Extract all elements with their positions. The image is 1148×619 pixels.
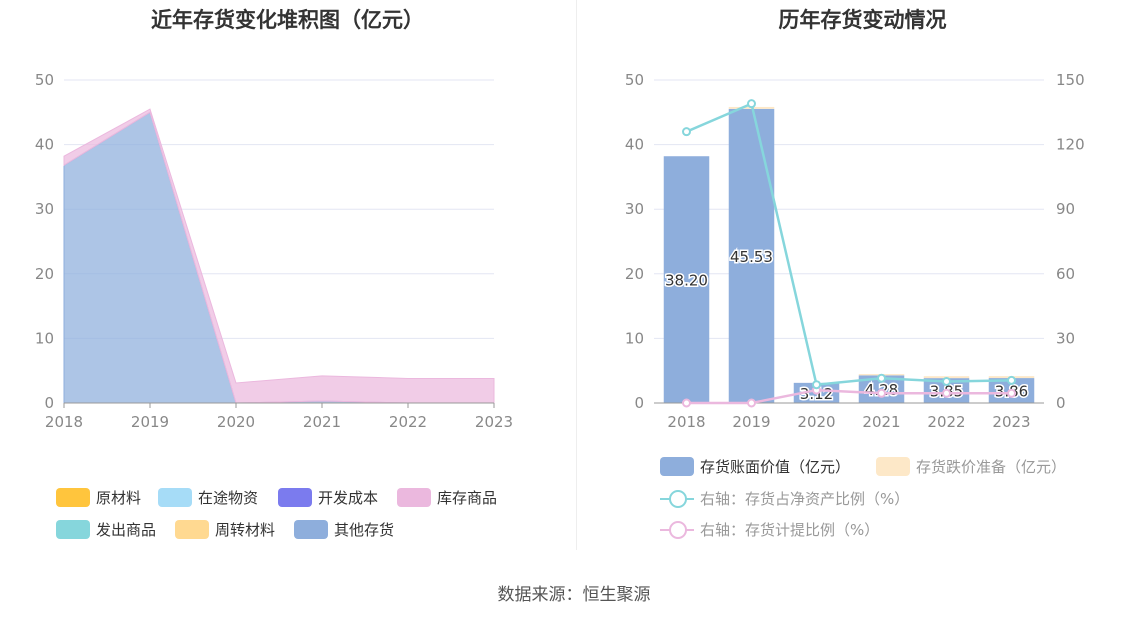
- y-left-tick-label: 30: [625, 200, 644, 218]
- y-right-tick-label: 150: [1056, 71, 1085, 89]
- x-tick-label: 2020: [797, 413, 835, 431]
- legend-swatch: [56, 488, 90, 507]
- legend-item-provision-ratio[interactable]: 右轴：存货计提比例（%）: [660, 519, 879, 540]
- legend-line-swatch: [660, 489, 694, 508]
- left-chart-title: 近年存货变化堆积图（亿元）: [151, 8, 424, 32]
- y-tick-label: 50: [35, 71, 54, 89]
- legend-swatch: [278, 488, 312, 507]
- legend-label: 存货账面价值（亿元）: [700, 458, 851, 476]
- left-legend: 原材料 在途物资 开发成本 库存商品 发出商品 周转材料 其他存货: [0, 0, 575, 550]
- x-tick-label: 2019: [732, 413, 770, 431]
- y-tick-label: 10: [35, 329, 54, 347]
- y-tick-label: 30: [35, 200, 54, 218]
- x-tick-label: 2018: [45, 413, 83, 431]
- y-tick-label: 20: [35, 265, 54, 283]
- legend-item-other-inventory[interactable]: 其他存货: [294, 519, 394, 540]
- legend-label: 库存商品: [437, 489, 498, 507]
- x-tick-label: 2021: [862, 413, 900, 431]
- legend-item-turnover-materials[interactable]: 周转材料: [175, 519, 275, 540]
- line-point: [1007, 388, 1016, 398]
- legend-item-inventory-goods[interactable]: 库存商品: [397, 487, 497, 508]
- y-right-tick-label: 30: [1056, 329, 1075, 347]
- legend-label: 存货跌价准备（亿元）: [916, 458, 1067, 476]
- legend-item-impairment[interactable]: 存货跌价准备（亿元）: [876, 456, 1066, 477]
- y-right-tick-label: 90: [1056, 200, 1075, 218]
- legend-label: 右轴：存货占净资产比例（%）: [700, 490, 910, 508]
- stacked-area-chart: 0 10 20 30 40 50 2018 2019 2020 2021 2022 2023: [35, 71, 513, 431]
- left-chart-panel: 近年存货变化堆积图（亿元） 0 10 20 30 40 50 2018 2019 2020 202…: [0, 0, 575, 550]
- line-point: [942, 376, 951, 386]
- y-left-tick-label: 10: [625, 329, 644, 347]
- legend-swatch: [56, 520, 90, 539]
- legend-swatch: [660, 457, 694, 476]
- line-point: [682, 398, 691, 408]
- x-tick-label: 2019: [131, 413, 169, 431]
- line-point: [682, 127, 691, 137]
- line-series: [686, 388, 1012, 405]
- legend-item-book-value[interactable]: 存货账面价值（亿元）: [660, 456, 850, 477]
- panel-divider: [576, 0, 577, 550]
- y-left-tick-label: 20: [625, 265, 644, 283]
- line-point: [747, 398, 756, 408]
- y-tick-label: 0: [44, 394, 54, 412]
- legend-swatch: [158, 488, 192, 507]
- legend-item-development-cost[interactable]: 开发成本: [278, 487, 378, 508]
- y-right-tick-label: 60: [1056, 265, 1075, 283]
- right-chart-panel: 历年存货变动情况 0 10 20 30 40 50 0 30 60 90 120 150 38.20 45…: [577, 0, 1148, 550]
- x-tick-label: 2022: [389, 413, 427, 431]
- line-point: [747, 99, 756, 109]
- legend-label: 发出商品: [96, 521, 157, 539]
- legend-swatch: [294, 520, 328, 539]
- bar-value-label: 45.53: [730, 248, 773, 266]
- legend-label: 右轴：存货计提比例（%）: [700, 521, 880, 539]
- legend-label: 在途物资: [198, 489, 259, 507]
- x-tick-label: 2021: [303, 413, 341, 431]
- line-series: [686, 101, 1012, 387]
- bar: [728, 108, 775, 404]
- x-tick-label: 2020: [217, 413, 255, 431]
- legend-label: 原材料: [96, 489, 142, 507]
- line-point: [877, 373, 886, 383]
- x-tick-label: 2023: [992, 413, 1030, 431]
- legend-swatch: [876, 457, 910, 476]
- y-left-tick-label: 40: [625, 136, 644, 154]
- legend-label: 周转材料: [215, 521, 276, 539]
- legend-label: 其他存货: [334, 521, 395, 539]
- x-tick-label: 2022: [927, 413, 965, 431]
- legend-item-raw-materials[interactable]: 原材料: [56, 487, 141, 508]
- legend-line-swatch: [660, 520, 694, 539]
- legend-swatch: [397, 488, 431, 507]
- y-right-tick-label: 120: [1056, 136, 1085, 154]
- legend-label: 开发成本: [318, 489, 379, 507]
- bar: [663, 156, 710, 403]
- right-chart-title: 历年存货变动情况: [778, 8, 947, 32]
- legend-swatch: [175, 520, 209, 539]
- x-tick-label: 2018: [667, 413, 705, 431]
- y-left-tick-label: 50: [625, 71, 644, 89]
- data-source: 数据来源：恒生聚源: [497, 585, 651, 605]
- legend-item-goods-shipped[interactable]: 发出商品: [56, 519, 156, 540]
- line-point: [877, 388, 886, 398]
- line-point: [942, 388, 951, 398]
- y-left-tick-label: 0: [634, 394, 644, 412]
- y-tick-label: 40: [35, 136, 54, 154]
- x-tick-label: 2023: [475, 413, 513, 431]
- bar-value-label: 38.20: [665, 272, 708, 290]
- right-legend: 存货账面价值（亿元） 存货跌价准备（亿元） 右轴：存货占净资产比例（%） 右轴：…: [577, 0, 1148, 550]
- line-point: [1007, 375, 1016, 385]
- y-right-tick-label: 0: [1056, 394, 1066, 412]
- bar-line-combo-chart: 01020304050030609012015038.2045.533.124.…: [625, 71, 1085, 431]
- line-point: [812, 380, 821, 390]
- legend-item-goods-in-transit[interactable]: 在途物资: [158, 487, 258, 508]
- legend-item-net-asset-ratio[interactable]: 右轴：存货占净资产比例（%）: [660, 488, 909, 509]
